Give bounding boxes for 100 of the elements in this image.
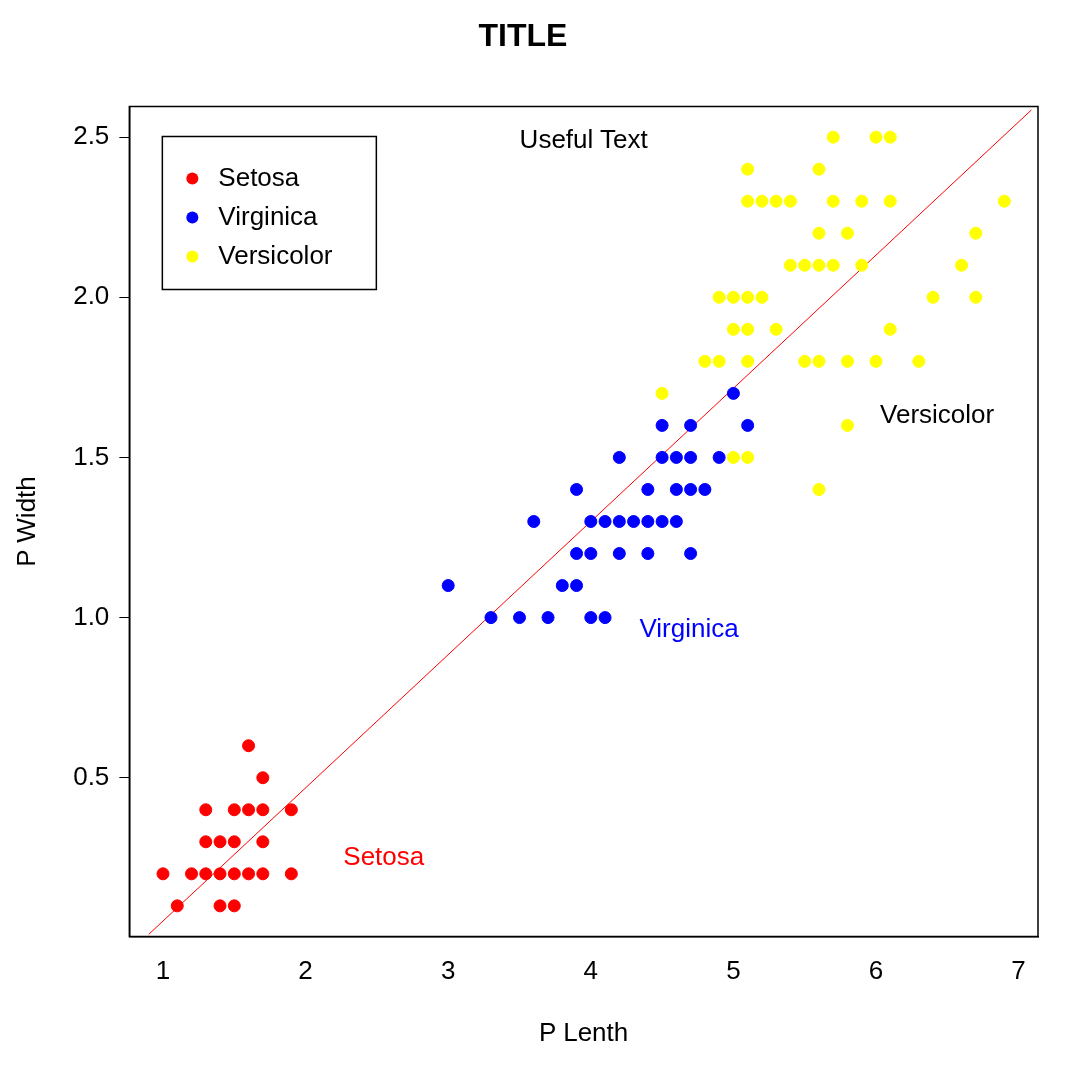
x-tick-label: 4 (583, 955, 599, 986)
point (655, 418, 669, 432)
x-tick-label: 7 (1011, 955, 1026, 986)
point (684, 482, 698, 496)
point (969, 290, 983, 304)
point (826, 130, 840, 144)
point (883, 322, 897, 336)
point (798, 354, 812, 368)
point (185, 867, 199, 881)
annotation: Useful Text (519, 123, 649, 154)
point (256, 771, 270, 785)
point (655, 450, 669, 464)
point (256, 835, 270, 849)
point (242, 803, 256, 817)
point (227, 899, 241, 913)
point (541, 611, 555, 625)
point (741, 354, 755, 368)
point (598, 515, 612, 528)
point (812, 162, 826, 176)
point (840, 226, 854, 240)
point (612, 547, 626, 561)
point (641, 515, 655, 528)
point (570, 547, 584, 561)
point (227, 803, 241, 817)
point (242, 739, 256, 753)
point (812, 482, 826, 496)
point (655, 386, 669, 400)
point (741, 450, 755, 464)
point (883, 194, 897, 208)
x-tick-label: 3 (440, 955, 456, 986)
point (698, 354, 712, 368)
point (256, 867, 270, 881)
point (627, 515, 641, 528)
point (555, 579, 569, 593)
chart-title: TITLE (478, 17, 568, 54)
legend-label: Setosa (218, 161, 300, 192)
point (612, 450, 626, 464)
annotation: Setosa (343, 840, 425, 871)
point (855, 194, 869, 208)
point (284, 867, 298, 881)
point (997, 194, 1011, 208)
point (213, 867, 227, 881)
point (840, 418, 854, 432)
point (741, 162, 755, 176)
point (783, 258, 797, 272)
point (755, 290, 769, 304)
point (840, 354, 854, 368)
point (798, 258, 812, 272)
point (655, 515, 669, 528)
y-tick-label: 1.5 (73, 440, 110, 471)
point (712, 450, 726, 464)
point (741, 418, 755, 432)
point (170, 899, 184, 913)
point (783, 194, 797, 208)
point (584, 547, 598, 561)
point (755, 194, 769, 208)
point (926, 290, 940, 304)
point (199, 803, 213, 817)
point (812, 354, 826, 368)
point (684, 418, 698, 432)
point (812, 258, 826, 272)
y-tick-label: 1.0 (73, 600, 110, 631)
point (584, 611, 598, 625)
point (513, 611, 526, 625)
x-tick-label: 2 (298, 955, 313, 986)
point (741, 290, 755, 304)
point (726, 386, 740, 400)
point (256, 803, 270, 817)
point (912, 354, 926, 368)
point (213, 835, 227, 849)
point (156, 867, 170, 881)
y-tick-label: 2.5 (73, 120, 110, 151)
point (242, 867, 256, 881)
point (484, 611, 498, 625)
point (570, 482, 584, 496)
point (284, 803, 298, 817)
point (855, 258, 869, 272)
point (741, 322, 755, 336)
point (826, 258, 840, 272)
point (612, 515, 626, 528)
point (726, 450, 740, 464)
point (726, 290, 740, 304)
point (955, 258, 969, 272)
annotation: Versicolor (880, 399, 995, 430)
point (712, 354, 726, 368)
x-tick-label: 5 (726, 955, 741, 986)
annotation: Virginica (639, 613, 740, 644)
point (684, 450, 698, 464)
point (669, 482, 683, 496)
point (598, 611, 612, 625)
x-tick-label: 1 (155, 955, 171, 986)
point (669, 450, 683, 464)
legend-label: Versicolor (218, 239, 333, 270)
x-tick-label: 6 (868, 955, 884, 986)
point (698, 482, 712, 496)
legend-label: Virginica (218, 200, 319, 231)
point (684, 547, 698, 561)
x-axis-title: P Lenth (539, 1016, 629, 1047)
point (869, 130, 883, 144)
y-tick-label: 0.5 (73, 760, 110, 791)
